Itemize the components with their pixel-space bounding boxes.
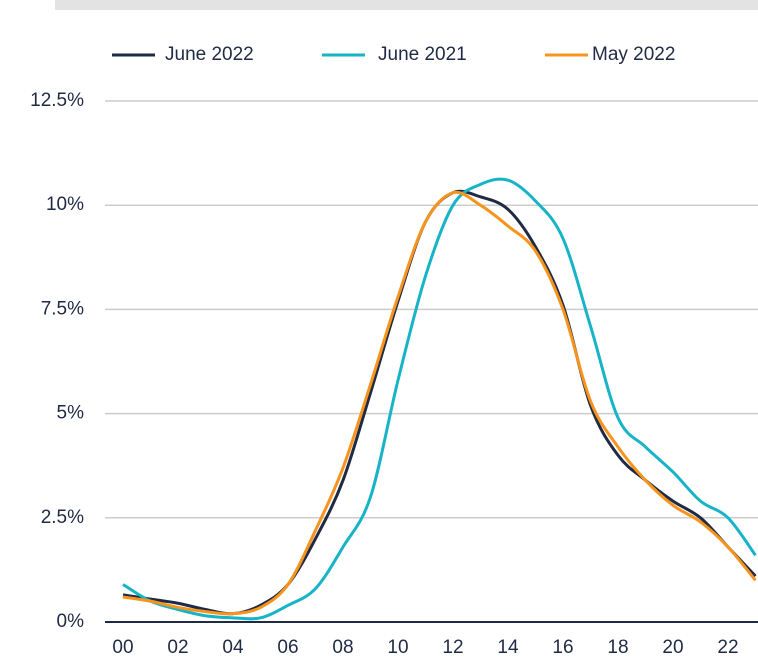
- y-tick-label: 0%: [57, 611, 85, 632]
- x-tick-label: 16: [552, 637, 573, 658]
- y-tick-label: 10%: [46, 194, 84, 215]
- x-tick-label: 22: [717, 637, 738, 658]
- x-tick-label: 04: [222, 637, 244, 658]
- y-tick-label: 12.5%: [30, 90, 84, 111]
- series-line: [122, 177, 757, 621]
- top-bar: [55, 0, 758, 10]
- x-tick-label: 12: [442, 637, 463, 658]
- x-tick-label: 10: [387, 637, 408, 658]
- y-tick-label: 7.5%: [41, 298, 84, 319]
- legend-label: June 2022: [165, 44, 254, 65]
- series-line: [122, 189, 757, 616]
- y-tick-label: 5%: [57, 403, 85, 424]
- x-tick-label: 00: [112, 637, 133, 658]
- x-tick-label: 06: [277, 637, 298, 658]
- x-tick-label: 14: [497, 637, 519, 658]
- x-tick-label: 02: [167, 637, 188, 658]
- x-tick-label: 18: [607, 637, 628, 658]
- legend-label: June 2021: [378, 44, 467, 65]
- y-tick-label: 2.5%: [41, 507, 84, 528]
- series-line: [122, 190, 757, 616]
- x-tick-label: 08: [332, 637, 353, 658]
- x-tick-label: 20: [662, 637, 683, 658]
- legend-label: May 2022: [592, 44, 675, 65]
